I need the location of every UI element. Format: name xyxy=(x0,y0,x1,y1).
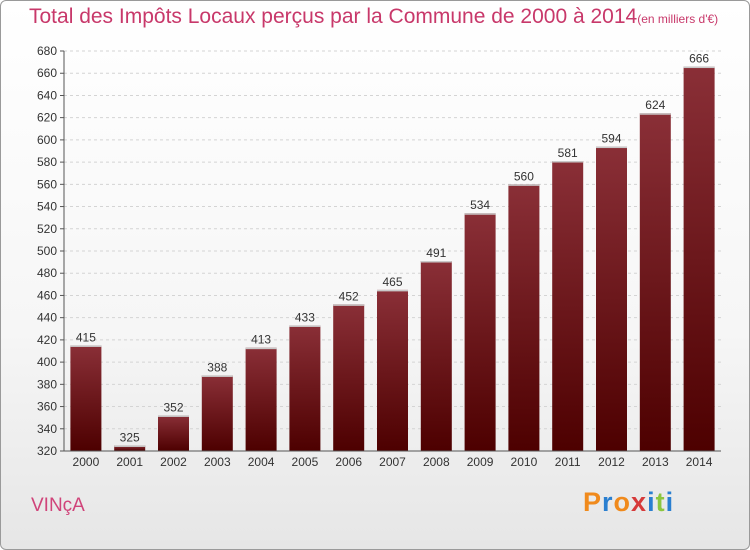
bar xyxy=(201,375,233,451)
bar-value-label: 534 xyxy=(470,198,490,212)
x-tick-label: 2013 xyxy=(642,455,669,469)
x-tick-label: 2011 xyxy=(555,455,581,469)
x-tick-label: 2008 xyxy=(423,455,450,469)
bar-value-label: 413 xyxy=(251,333,271,347)
y-tick-label: 640 xyxy=(37,88,57,102)
bar-top-highlight xyxy=(596,146,627,149)
bar xyxy=(245,347,277,451)
bar-value-label: 491 xyxy=(426,246,446,260)
bar-top-highlight xyxy=(158,415,189,417)
bar xyxy=(70,345,102,451)
bar-top-highlight xyxy=(420,261,452,263)
bar xyxy=(464,213,496,451)
title-unit: (en milliers d'€) xyxy=(637,12,719,26)
bar-value-label: 325 xyxy=(120,430,140,444)
bar-value-label: 465 xyxy=(382,275,402,289)
y-tick-label: 380 xyxy=(37,377,57,391)
x-tick-label: 2014 xyxy=(686,455,713,469)
logo-letter: o xyxy=(613,487,632,517)
x-tick-label: 2002 xyxy=(160,455,187,469)
commune-name: VINçA xyxy=(31,495,85,516)
x-tick-label: 2010 xyxy=(511,455,538,469)
bars-group xyxy=(70,66,715,452)
bar xyxy=(639,113,671,451)
bar-value-label: 352 xyxy=(163,400,183,414)
x-tick-label: 2004 xyxy=(248,455,275,469)
x-tick-label: 2005 xyxy=(292,455,319,469)
bar-top-highlight xyxy=(245,347,277,350)
bar-value-label: 388 xyxy=(207,360,227,374)
x-axis: 2000 2001 2002 2003 2004 2005 2006 2007 2008 2009… xyxy=(64,450,721,469)
logo-letter: x xyxy=(631,487,648,517)
bar-top-highlight xyxy=(464,213,496,215)
x-tick-label: 2009 xyxy=(467,455,494,469)
y-tick-label: 440 xyxy=(37,311,57,325)
bar-top-highlight xyxy=(508,184,540,186)
x-tick-label: 2012 xyxy=(598,455,625,469)
y-tick-label: 560 xyxy=(37,177,57,191)
bar-top-highlight xyxy=(70,345,102,347)
x-tick-label: 2000 xyxy=(73,455,100,469)
y-tick-label: 600 xyxy=(37,133,57,147)
bar-top-highlight xyxy=(552,161,584,163)
y-tick-label: 500 xyxy=(37,244,57,258)
bar xyxy=(420,261,452,451)
bar xyxy=(683,66,715,452)
bar-value-label: 415 xyxy=(76,330,96,344)
bar xyxy=(508,184,540,452)
x-tick-label: 2001 xyxy=(116,455,143,469)
bar xyxy=(114,445,146,451)
bar xyxy=(289,325,321,451)
title-main: Total des Impôts Locaux perçus par la Co… xyxy=(29,5,638,28)
y-tick-label: 420 xyxy=(37,333,57,347)
y-tick-label: 520 xyxy=(37,222,57,236)
bar-top-highlight xyxy=(114,445,146,447)
x-tick-label: 2006 xyxy=(335,455,362,469)
proxiti-logo: Proxiti xyxy=(583,487,674,518)
logo-letter: i xyxy=(647,487,656,517)
bar-value-label: 560 xyxy=(514,169,534,183)
bar-top-highlight xyxy=(639,113,671,115)
y-axis: 320 340 360 380 400 420 440 460 480 500 520 540 560 5… xyxy=(37,44,65,458)
bar xyxy=(377,289,408,451)
bar-value-label: 624 xyxy=(645,98,665,112)
logo-letter: P xyxy=(583,487,603,517)
x-tick-label: 2007 xyxy=(379,455,406,469)
bar-value-label: 452 xyxy=(339,289,359,303)
bar-top-highlight xyxy=(377,289,408,292)
bar-value-label: 594 xyxy=(601,132,621,146)
bar-top-highlight xyxy=(289,325,321,327)
bar-top-highlight xyxy=(333,304,365,306)
y-tick-label: 400 xyxy=(37,355,57,369)
bar xyxy=(596,146,627,452)
y-tick-label: 320 xyxy=(37,444,57,458)
y-tick-label: 580 xyxy=(37,155,57,169)
y-tick-label: 340 xyxy=(37,422,57,436)
y-tick-label: 680 xyxy=(37,44,57,58)
logo-letter: i xyxy=(665,487,675,517)
value-labels-group: 415 325 352 388 413 433 452 465 491 534 560 581 594 6… xyxy=(76,52,710,445)
chart-title: Total des Impôts Locaux perçus par la Co… xyxy=(29,5,718,29)
bar-value-label: 666 xyxy=(689,52,709,66)
logo-letter: r xyxy=(602,487,614,517)
bar-top-highlight xyxy=(683,66,715,69)
y-tick-label: 480 xyxy=(37,266,57,280)
y-tick-label: 660 xyxy=(37,66,57,80)
y-tick-label: 460 xyxy=(37,288,57,302)
y-tick-label: 540 xyxy=(37,200,57,214)
bar xyxy=(333,304,365,451)
bar xyxy=(552,161,584,451)
bar xyxy=(158,415,189,451)
x-tick-label: 2003 xyxy=(204,455,231,469)
y-tick-label: 360 xyxy=(37,400,57,414)
logo-letter: t xyxy=(655,487,666,517)
bar-value-label: 581 xyxy=(558,146,578,160)
bar-value-label: 433 xyxy=(295,310,315,324)
y-tick-label: 620 xyxy=(37,111,57,125)
bar-top-highlight xyxy=(201,375,233,377)
